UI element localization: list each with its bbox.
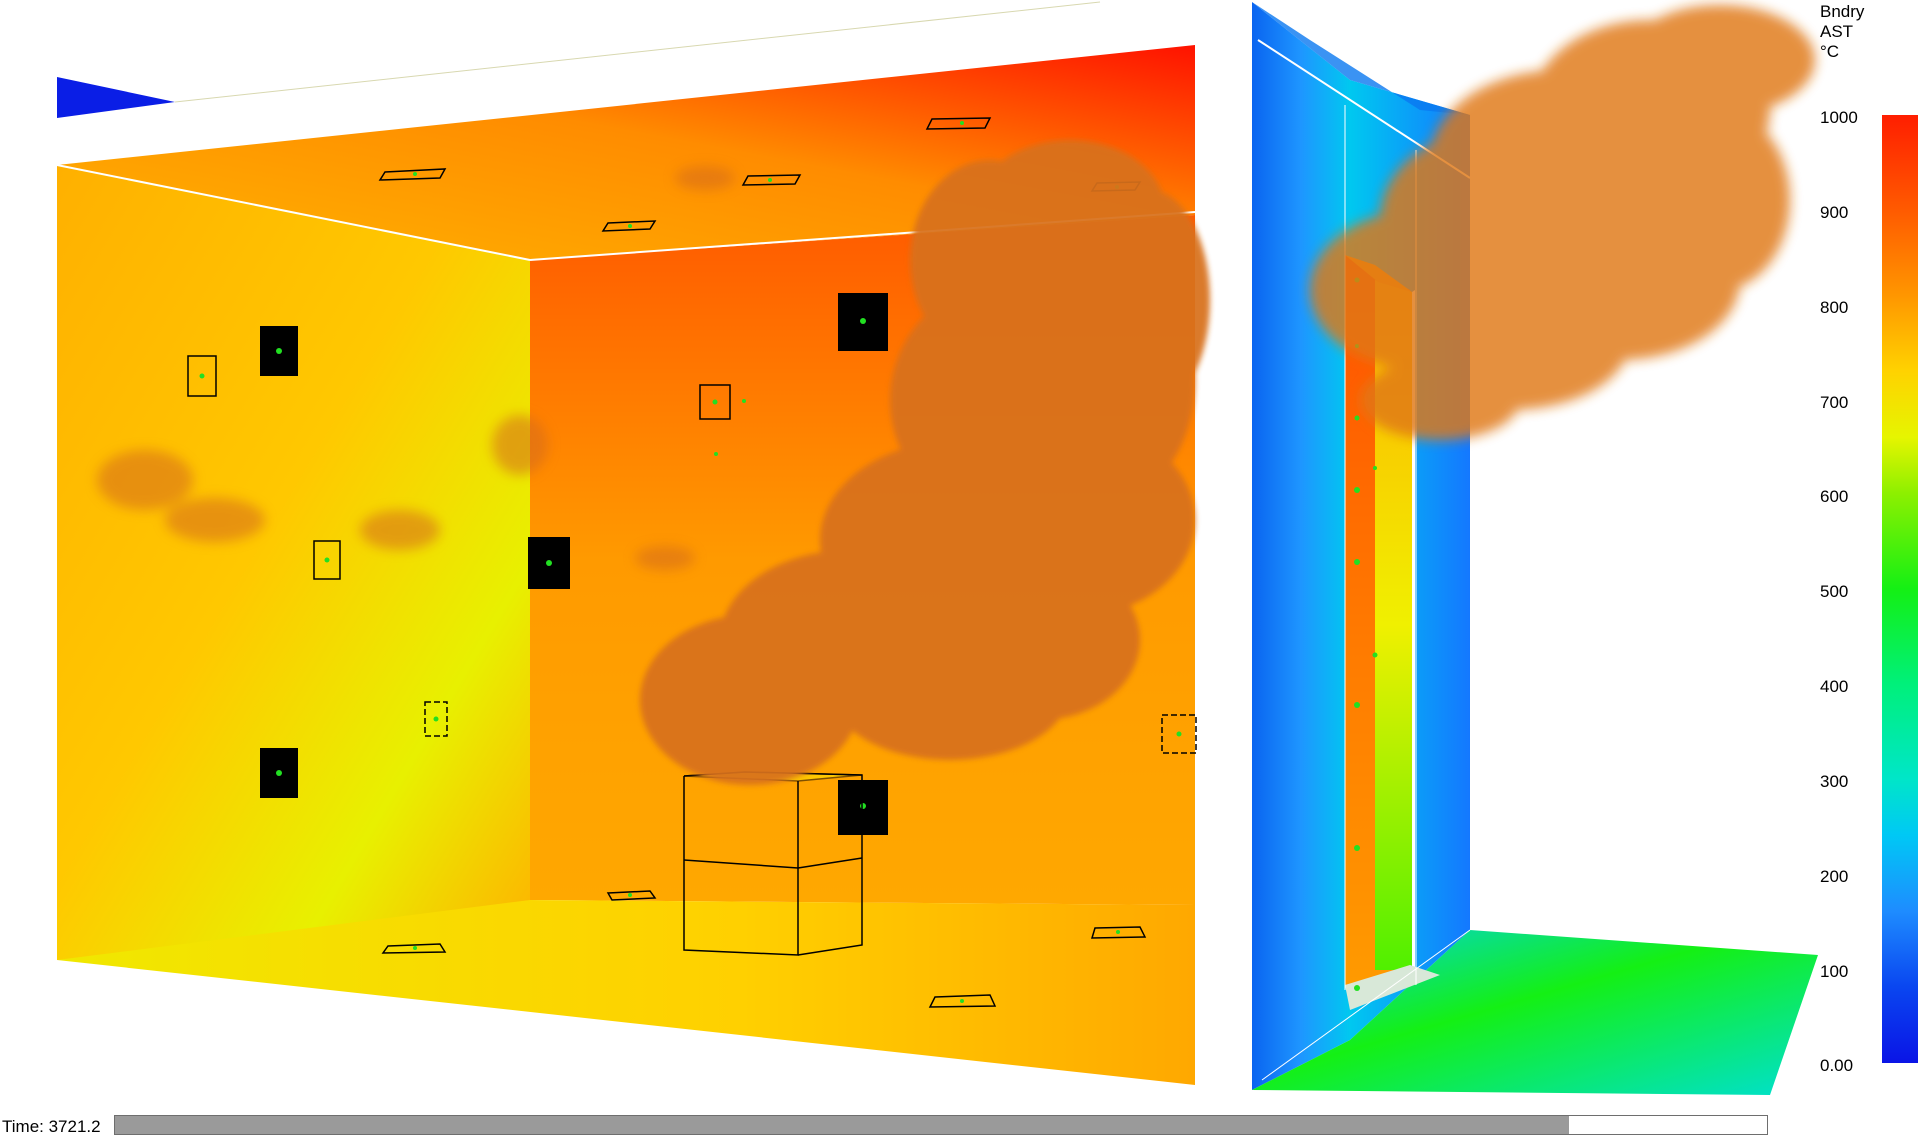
wall-sensor-outline	[699, 384, 731, 420]
colorbar-tick: 400	[1820, 677, 1849, 696]
ceiling-sensor	[378, 168, 447, 181]
time-label: Time: 3721.2	[2, 1117, 101, 1136]
wall-sensor-outline	[313, 540, 341, 580]
colorbar-tick: 600	[1820, 487, 1849, 506]
floor-panel	[57, 900, 1195, 1085]
colorbar-tick: 500	[1820, 582, 1849, 601]
colorbar-tick: 1000	[1820, 108, 1858, 127]
ceiling-sensor	[925, 117, 992, 130]
colorbar-tick: 100	[1820, 962, 1849, 981]
colorbar-tick: 700	[1820, 393, 1849, 412]
floor-sensor	[381, 943, 447, 954]
smoke-outflow	[1310, 5, 1815, 440]
colorbar-tick: 900	[1820, 203, 1849, 222]
colorbar-tick: 800	[1820, 298, 1849, 317]
smoke-wisps	[97, 166, 735, 570]
colorbar-tick: 200	[1820, 867, 1849, 886]
ceiling-sensor	[741, 174, 802, 186]
ceiling-edge-line	[56, 164, 531, 261]
colorbar	[1882, 115, 1918, 1063]
right-floor-panel	[1252, 930, 1818, 1095]
ceiling-panel	[57, 45, 1195, 260]
legend-title-line: Bndry	[1820, 2, 1865, 21]
time-slider-fill[interactable]	[115, 1116, 1569, 1134]
smoke-plume	[640, 140, 1210, 785]
legend-title: Bndry AST °C	[1820, 2, 1864, 62]
time-slider[interactable]	[114, 1115, 1768, 1135]
ceiling-sensor	[601, 220, 657, 232]
legend-title-line: AST	[1820, 22, 1854, 41]
legend-title-line: °C	[1820, 42, 1840, 61]
floor-sensor	[1090, 926, 1147, 939]
compartment-left	[56, 1, 1210, 1085]
floor-edge-line	[1261, 929, 1471, 1081]
sensor-dots	[199, 121, 1182, 1003]
opening-jamb	[1375, 280, 1412, 970]
wall-sensor-outline	[187, 355, 217, 397]
outer-wall-panel	[1252, 2, 1350, 1090]
opening-side	[1412, 290, 1415, 980]
floor-sensor	[928, 994, 997, 1008]
ceiling-edge-blue	[57, 77, 175, 118]
wall-sensor-outline	[424, 701, 448, 737]
colorbar-tick: 0.00	[1820, 1056, 1854, 1075]
colorbar-tick: 300	[1820, 772, 1849, 791]
ceiling-front-line	[174, 1, 1101, 103]
compartment-right	[1252, 2, 1818, 1095]
back-wall-panel	[57, 165, 530, 960]
floor-sensor	[606, 890, 657, 901]
